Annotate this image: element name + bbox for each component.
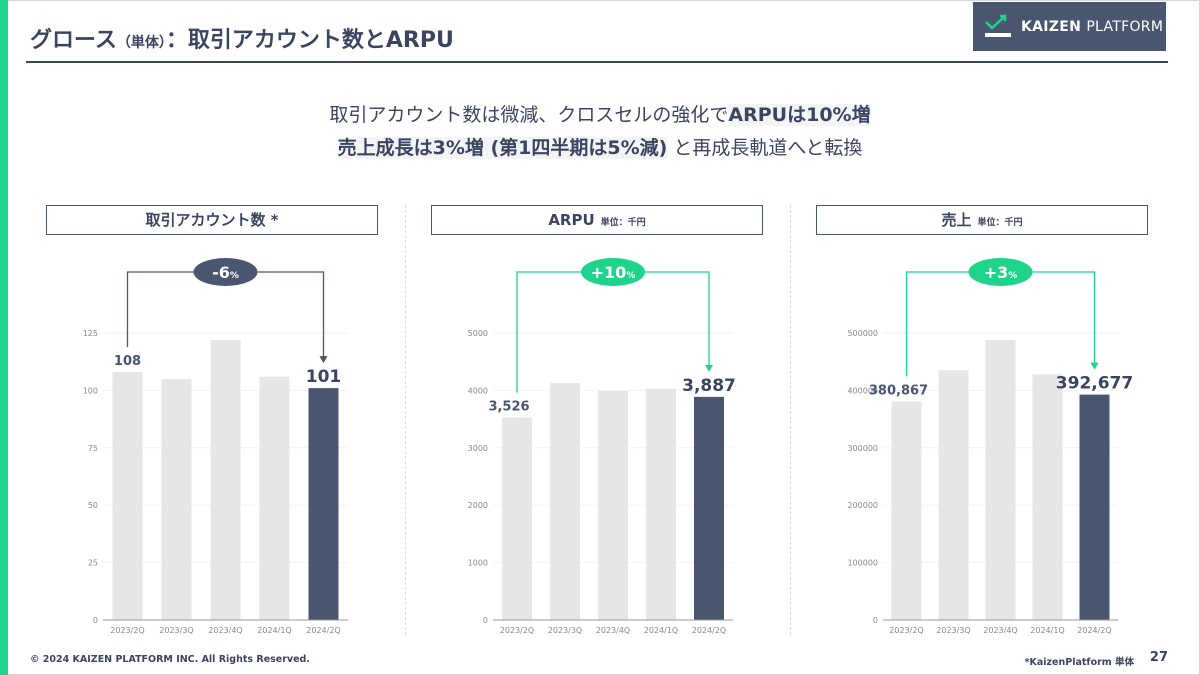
headline-1-plain: 取引アカウント数は微減、クロスセルの強化で [329, 104, 729, 126]
y-tick-label: 500000 [847, 329, 878, 338]
headline-1-bold: ARPUは10%増 [728, 104, 871, 126]
y-tick-label: 125 [83, 329, 98, 338]
arrow-head-icon [1090, 362, 1099, 370]
y-tick-label: 0 [93, 616, 98, 625]
chart-title-accounts: 取引アカウント数 * [46, 205, 378, 235]
chart-title-arpu: ARPU 単位：千円 [431, 205, 763, 235]
chart-title-sales: 売上 単位：千円 [816, 205, 1148, 235]
y-tick-label: 5000 [468, 329, 488, 338]
slide-title: グロース（単体）：取引アカウント数とARPU [30, 22, 454, 54]
change-label: +3% [984, 263, 1018, 282]
copyright: © 2024 KAIZEN PLATFORM INC. All Rights R… [30, 654, 310, 665]
x-tick-label: 2023/4Q [983, 626, 1017, 635]
x-tick-label: 2023/3Q [159, 626, 193, 635]
x-tick-label: 2024/2Q [1077, 626, 1111, 635]
growth-check-icon [985, 14, 1011, 37]
x-tick-label: 2023/3Q [936, 626, 970, 635]
logo-text: KAIZEN PLATFORM [1021, 18, 1164, 35]
bar-2023/3Q [550, 382, 580, 620]
y-tick-label: 1000 [468, 559, 488, 568]
bar-2023/4Q [598, 390, 628, 620]
value-label-first: 108 [114, 354, 141, 369]
y-tick-label: 0 [483, 616, 488, 625]
x-tick-label: 2023/2Q [110, 626, 144, 635]
bar-2023/2Q [112, 372, 143, 620]
change-pill [968, 258, 1033, 286]
bar-2024/1Q [259, 376, 290, 620]
bar-2024/2Q [1079, 394, 1110, 620]
bar-2023/3Q [161, 378, 192, 620]
arrow-head-icon [705, 364, 713, 372]
x-tick-label: 2023/4Q [208, 626, 242, 635]
bar-2023/2Q [502, 417, 532, 620]
x-tick-label: 2023/3Q [548, 626, 582, 635]
y-tick-label: 0 [873, 616, 878, 625]
x-tick-label: 2024/2Q [306, 626, 340, 635]
x-tick-label: 2023/4Q [596, 626, 630, 635]
change-label: +10% [591, 263, 636, 282]
title-main: グロース [30, 28, 117, 53]
accent-bar [0, 0, 8, 675]
title-rest: ：取引アカウント数とARPU [165, 28, 454, 53]
value-label-last: 101 [306, 367, 342, 387]
headline-line-2: 売上成長は3%増 (第1四半期は5%減) と再成長軌道へと転換 [0, 133, 1200, 160]
title-rule [26, 61, 1168, 63]
x-tick-label: 2023/2Q [889, 626, 923, 635]
change-pill [193, 258, 258, 286]
value-label-last: 392,677 [1056, 374, 1133, 394]
company-logo: KAIZEN PLATFORM [973, 2, 1166, 51]
page-number: 27 [1149, 650, 1168, 665]
change-bracket [516, 271, 710, 393]
change-label: -6% [212, 263, 239, 282]
x-tick-label: 2024/1Q [644, 626, 678, 635]
x-tick-label: 2024/2Q [692, 626, 726, 635]
value-label-first: 3,526 [488, 400, 529, 415]
bar-2023/2Q [891, 401, 922, 620]
y-tick-label: 300000 [847, 444, 878, 453]
footer-note: *KaizenPlatform 単体 [1024, 657, 1134, 668]
y-tick-label: 3000 [468, 444, 488, 453]
panel-divider [405, 205, 406, 635]
panel-divider [790, 205, 791, 635]
arrow-head-icon [319, 356, 328, 364]
bar-2024/1Q [646, 388, 676, 620]
headline-2-bold: 売上成長は3%増 (第1四半期は5%減) [337, 137, 668, 159]
y-tick-label: 200000 [847, 501, 878, 510]
x-tick-label: 2024/1Q [1030, 626, 1064, 635]
y-tick-label: 100000 [847, 559, 878, 568]
x-tick-label: 2024/1Q [257, 626, 291, 635]
y-tick-label: 75 [88, 444, 98, 453]
y-tick-label: 4000 [468, 386, 488, 395]
y-tick-label: 25 [88, 559, 98, 568]
value-label-last: 3,887 [682, 376, 736, 396]
y-tick-label: 100 [83, 386, 98, 395]
headline-2-plain: と再成長軌道へと転換 [667, 137, 863, 159]
y-tick-label: 2000 [468, 501, 488, 510]
value-label-first: 380,867 [869, 383, 928, 398]
bar-2024/2Q [694, 396, 724, 620]
headline-line-1: 取引アカウント数は微減、クロスセルの強化でARPUは10%増 [0, 100, 1200, 127]
bar-2024/2Q [308, 388, 339, 620]
change-pill [581, 258, 645, 286]
y-tick-label: 50 [88, 501, 98, 510]
bar-2023/4Q [985, 339, 1016, 620]
y-tick-label: 400000 [847, 386, 878, 395]
bar-2023/4Q [210, 339, 241, 620]
x-tick-label: 2023/2Q [500, 626, 534, 635]
bar-2023/3Q [938, 370, 969, 620]
title-sub: （単体） [116, 35, 166, 51]
bar-2024/1Q [1032, 374, 1063, 620]
